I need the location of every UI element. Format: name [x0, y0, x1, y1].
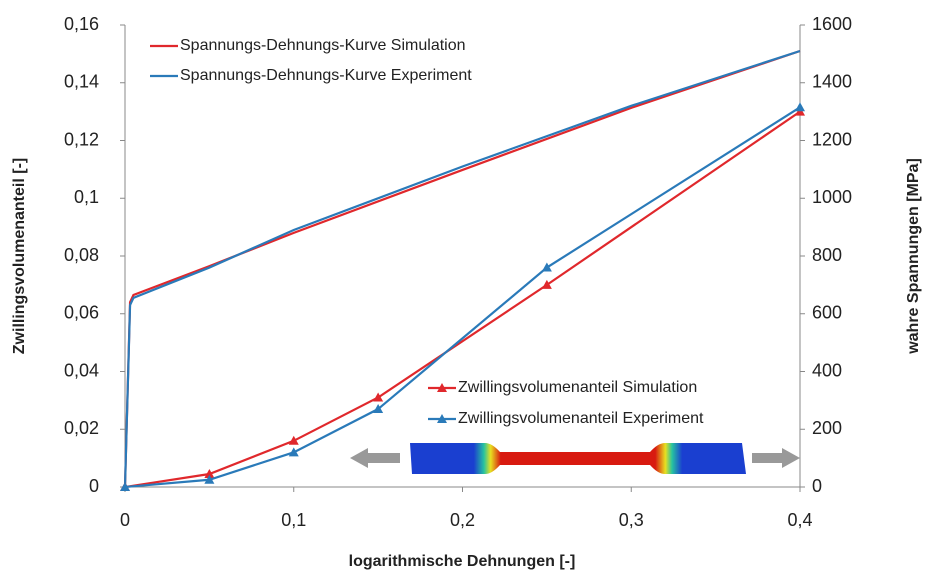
legend-label: Zwillingsvolumenanteil Simulation — [458, 379, 697, 396]
y2-tick-label: 400 — [812, 360, 842, 380]
y-tick-label: 0,08 — [64, 245, 99, 265]
legend-label: Zwillingsvolumenanteil Experiment — [458, 410, 704, 427]
marker — [795, 102, 805, 111]
y-tick-label: 0,16 — [64, 14, 99, 34]
legend-label: Spannungs-Dehnungs-Kurve Simulation — [180, 37, 466, 54]
specimen-illustration — [350, 443, 800, 474]
y-tick-label: 0,12 — [64, 129, 99, 149]
y-axis-title: Zwillingsvolumenanteil [-] — [11, 158, 28, 354]
y-tick-label: 0,1 — [74, 187, 99, 207]
chart: logarithmische Dehnungen [-] Zwillingsvo… — [0, 0, 929, 576]
y2-tick-label: 1200 — [812, 129, 852, 149]
x-axis-title: logarithmische Dehnungen [-] — [349, 553, 576, 570]
y2-tick-label: 600 — [812, 303, 842, 323]
x-tick-label: 0,4 — [787, 510, 812, 530]
y-tick-label: 0,14 — [64, 72, 99, 92]
x-tick-label: 0,1 — [281, 510, 306, 530]
y2-tick-label: 800 — [812, 245, 842, 265]
x-tick-label: 0 — [120, 510, 130, 530]
y-tick-label: 0 — [89, 476, 99, 496]
y2-axis-title: wahre Spannungen [MPa] — [905, 158, 922, 355]
marker — [289, 447, 299, 456]
legend-label: Spannungs-Dehnungs-Kurve Experiment — [180, 67, 472, 84]
y-tick-label: 0,04 — [64, 360, 99, 380]
y-tick-label: 0,02 — [64, 418, 99, 438]
y-tick-label: 0,06 — [64, 303, 99, 323]
x-tick-label: 0,2 — [450, 510, 475, 530]
y2-tick-label: 200 — [812, 418, 842, 438]
y2-tick-label: 1400 — [812, 72, 852, 92]
y2-tick-label: 1000 — [812, 187, 852, 207]
y2-tick-label: 0 — [812, 476, 822, 496]
y2-tick-label: 1600 — [812, 14, 852, 34]
marker — [289, 436, 299, 445]
series-line — [125, 107, 800, 487]
series-line — [125, 112, 800, 487]
marker — [542, 263, 552, 272]
x-tick-label: 0,3 — [619, 510, 644, 530]
